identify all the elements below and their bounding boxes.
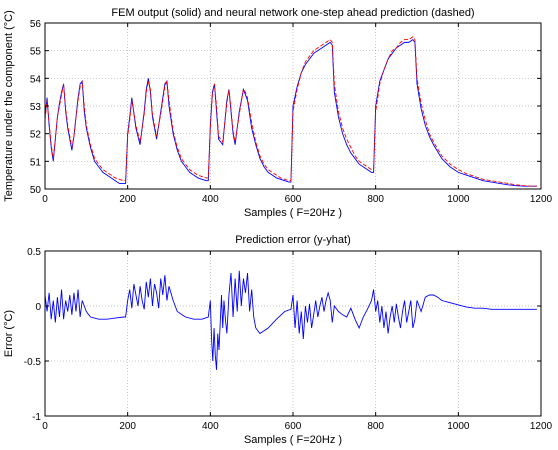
grid — [45, 251, 541, 416]
y-tick-label: 51 — [30, 157, 42, 168]
x-tick-label: 0 — [42, 194, 48, 205]
x-tick-label: 800 — [367, 421, 384, 432]
x-tick-label: 1200 — [530, 194, 553, 205]
x-axis-label: Samples ( F=20Hz ) — [244, 434, 342, 446]
prediction-dashed-line — [45, 36, 537, 187]
y-axis-label: Temperature under the component (°C) — [3, 10, 15, 202]
y-tick-label: 0.5 — [27, 247, 41, 258]
y-tick-label: 50 — [30, 185, 42, 196]
y-tick-label: 0 — [35, 302, 41, 313]
output-solid-line — [45, 38, 537, 187]
output-solid-line — [45, 270, 537, 370]
y-tick-label: -1 — [32, 412, 41, 423]
y-tick-label: 55 — [30, 47, 42, 58]
x-tick-label: 1000 — [447, 194, 470, 205]
x-tick-label: 0 — [42, 421, 48, 432]
temperature-chart: 0 200 400 600 800 1000 1200 50 51 52 53 54 55 56 FEM o… — [3, 7, 553, 219]
x-tick-label: 1000 — [447, 421, 470, 432]
grid — [45, 23, 541, 189]
y-tick-label: 54 — [30, 74, 42, 85]
x-axis-label: Samples ( F=20Hz ) — [244, 207, 342, 219]
x-tick-label: 200 — [119, 421, 136, 432]
x-tick-label: 400 — [202, 421, 219, 432]
chart-title: FEM output (solid) and neural network on… — [111, 7, 474, 19]
x-tick-label: 200 — [119, 194, 136, 205]
y-tick-label: 53 — [30, 102, 42, 113]
x-tick-label: 400 — [202, 194, 219, 205]
chart-title: Prediction error (y-yhat) — [235, 234, 351, 246]
x-tick-label: 600 — [285, 421, 302, 432]
x-tick-label: 600 — [285, 194, 302, 205]
y-tick-label: 52 — [30, 130, 42, 141]
y-tick-label: -0.5 — [24, 357, 42, 368]
y-axis-label: Error (°C) — [3, 310, 15, 357]
x-tick-label: 1200 — [530, 421, 553, 432]
x-tick-label: 800 — [367, 194, 384, 205]
error-chart: 0 200 400 600 800 1000 1200 -1 -0.5 0 0.5 Predictio… — [3, 234, 553, 446]
y-tick-label: 56 — [30, 19, 42, 30]
